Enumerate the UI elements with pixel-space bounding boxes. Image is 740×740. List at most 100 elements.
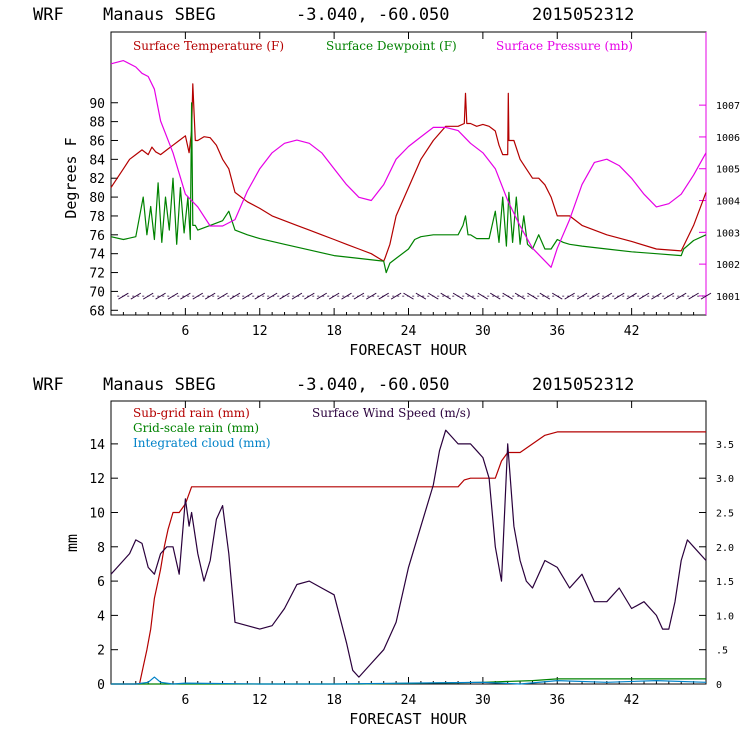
wind-barb: [675, 292, 687, 300]
y2-tick-label: .5: [716, 646, 728, 657]
wind-barb: [490, 292, 501, 300]
wind-barb: [155, 292, 166, 300]
y2-tick-label: 1007: [716, 101, 740, 112]
y2-ticks-2: 0 .5 1.0 1.5 2.0 2.5 3.0 3.5: [699, 440, 734, 691]
header-station-2: Manaus SBEG: [103, 375, 216, 395]
y2-tick-label: 1004: [716, 197, 740, 208]
y-tick-label: 0: [97, 678, 105, 693]
header-model: WRF: [33, 5, 64, 25]
y2-tick-label: 2.0: [716, 543, 734, 554]
wind-barb: [266, 292, 278, 300]
legend-integrated-cloud: Integrated cloud (mm): [133, 436, 271, 450]
wind-barb: [180, 292, 191, 300]
header-init-time-2: 2015052312: [532, 375, 634, 395]
y2-tick-label: 3.5: [716, 440, 734, 451]
x-tick-label: 6: [181, 324, 189, 339]
y2-tick-label: 2.5: [716, 508, 734, 519]
y2-tick-label: 1001: [716, 292, 740, 303]
y2-tick-label: 1.0: [716, 611, 734, 622]
y-tick-label: 10: [89, 506, 105, 521]
y-tick-label: 6: [97, 575, 105, 590]
y-tick-label: 90: [89, 97, 105, 112]
y2-tick-label: 1003: [716, 228, 740, 239]
wind-barb: [626, 292, 637, 300]
series-group-2: [110, 429, 707, 685]
wind-barb: [576, 292, 588, 300]
wind-barb: [390, 292, 402, 300]
legend-wind-speed: Surface Wind Speed (m/s): [312, 406, 471, 420]
legend-temperature: Surface Temperature (F): [133, 39, 284, 53]
wind-barb: [440, 292, 451, 300]
wind-barb: [589, 292, 600, 300]
wind-barb: [130, 292, 142, 300]
y-tick-label: 14: [89, 438, 105, 453]
wind-barb: [514, 292, 526, 300]
wind-barb: [539, 292, 551, 300]
y-tick-label: 70: [89, 285, 105, 300]
wind-barb: [651, 292, 662, 300]
header-station: Manaus SBEG: [103, 5, 216, 25]
y-axis-title-2: mm: [63, 534, 81, 552]
y-tick-label: 78: [89, 210, 105, 225]
wind-barb: [613, 292, 625, 300]
series-surface-wind-speed-m-s: [110, 429, 707, 678]
series-surface-temperature-f: [110, 83, 707, 262]
y-tick-label: 72: [89, 267, 105, 282]
y-tick-label: 76: [89, 229, 105, 244]
wind-barb: [415, 292, 427, 300]
series-sub-grid-rain-mm: [111, 431, 706, 685]
x-tick-label: 30: [475, 324, 491, 339]
wind-barbs: [117, 292, 712, 300]
y-tick-label: 12: [89, 472, 105, 487]
x-tick-label: 18: [326, 693, 342, 708]
wind-barb: [341, 292, 352, 300]
legend-pressure: Surface Pressure (mb): [496, 39, 633, 53]
y2-tick-label: 0: [716, 680, 722, 691]
y-tick-label: 8: [97, 541, 105, 556]
wind-barb: [291, 292, 303, 300]
panel-precipitation: WRF Manaus SBEG -3.040, -60.050 20150523…: [33, 375, 734, 728]
wind-barb: [601, 292, 613, 300]
x-tick-label: 36: [549, 324, 565, 339]
y2-tick-label: 1005: [716, 165, 740, 176]
x-tick-label: 42: [624, 324, 640, 339]
legend-dewpoint: Surface Dewpoint (F): [326, 39, 457, 53]
y-ticks: 68 70 72 74 76 78 80 82 84 86 88 90: [89, 97, 118, 319]
x-tick-label: 18: [326, 324, 342, 339]
x-tick-label: 12: [252, 324, 268, 339]
y2-tick-label: 1002: [716, 260, 740, 271]
series-integrated-cloud-mm: [111, 676, 707, 685]
x-axis-title-2: FORECAST HOUR: [349, 710, 467, 728]
y-tick-label: 88: [89, 116, 105, 131]
series-group: [110, 59, 707, 274]
y-axis-title: Degrees F: [62, 137, 80, 218]
header-model-2: WRF: [33, 375, 64, 395]
legend-gridscale-rain: Grid-scale rain (mm): [133, 421, 259, 435]
wind-barb: [366, 292, 377, 300]
wind-barb: [229, 292, 241, 300]
x-tick-label: 36: [549, 693, 565, 708]
wind-barb: [564, 292, 575, 300]
y2-ticks: 1001 1002 1003 1004 1005 1006 1007: [699, 101, 740, 303]
x-tick-label: 12: [252, 693, 268, 708]
y-tick-label: 4: [97, 609, 105, 624]
wind-barb: [204, 292, 216, 300]
y-tick-label: 2: [97, 644, 105, 659]
legend-subgrid-rain: Sub-grid rain (mm): [133, 406, 250, 420]
y-tick-label: 84: [89, 153, 105, 168]
y-tick-label: 80: [89, 191, 105, 206]
wind-barb: [465, 292, 476, 300]
wind-barb: [700, 292, 712, 300]
wind-barb: [316, 292, 327, 300]
header-coords-2: -3.040, -60.050: [296, 375, 450, 395]
x-tick-label: 30: [475, 693, 491, 708]
y-tick-label: 68: [89, 304, 105, 319]
wind-barb: [254, 292, 266, 300]
y2-tick-label: 1.5: [716, 577, 734, 588]
panel-temperature: WRF Manaus SBEG -3.040, -60.050 20150523…: [33, 5, 740, 359]
plot-frame: [110, 31, 707, 316]
y2-tick-label: 1006: [716, 133, 740, 144]
y-tick-label: 82: [89, 172, 105, 187]
wind-barb: [304, 292, 315, 300]
